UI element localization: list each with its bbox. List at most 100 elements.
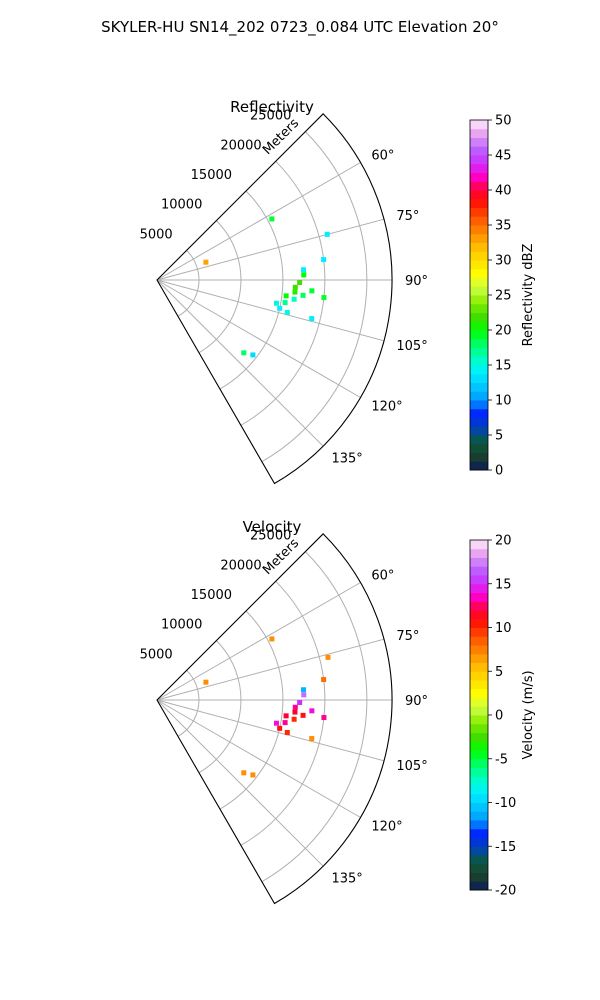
azimuth-gridline xyxy=(156,699,385,762)
echo-gate xyxy=(283,713,289,719)
colorbar-swatch xyxy=(470,583,488,593)
sector-outline xyxy=(156,113,393,485)
range-ring xyxy=(198,220,242,354)
echo-gate xyxy=(292,284,298,290)
colorbar-swatch xyxy=(470,680,488,690)
colorbar-swatch xyxy=(470,408,488,418)
range-ring xyxy=(219,190,284,390)
range-tick-label: 15000 xyxy=(191,168,232,183)
echo-gate xyxy=(250,772,256,778)
azimuth-gridline xyxy=(156,582,361,701)
colorbar-swatch xyxy=(470,540,488,550)
azimuth-gridline xyxy=(156,279,385,342)
azimuth-gridline xyxy=(156,279,324,447)
azimuth-tick-label: 90° xyxy=(405,694,428,709)
echo-gate xyxy=(301,267,307,273)
colorbar-swatch xyxy=(470,120,488,130)
colorbar-swatch xyxy=(470,286,488,296)
colorbar-swatch xyxy=(470,758,488,768)
azimuth-gridline xyxy=(156,638,385,701)
colorbar-swatch xyxy=(470,233,488,243)
echo-gate xyxy=(324,231,330,237)
echo-gate xyxy=(301,692,307,698)
colorbar-swatch xyxy=(470,863,488,873)
colorbar-swatch xyxy=(470,461,488,471)
colorbar-swatch xyxy=(470,251,488,261)
colorbar-swatch xyxy=(470,811,488,821)
colorbar-tick-label: 15 xyxy=(495,577,512,592)
colorbar-swatch xyxy=(470,128,488,138)
colorbar-swatch xyxy=(470,750,488,760)
figure-suptitle: SKYLER-HU SN14_202 0723_0.084 UTC Elevat… xyxy=(101,18,499,37)
echo-gate xyxy=(284,729,290,735)
azimuth-tick-label: 135° xyxy=(331,871,362,886)
azimuth-gridline xyxy=(156,218,385,281)
colorbar-swatch xyxy=(470,295,488,305)
range-tick-label: 10000 xyxy=(161,618,202,633)
colorbar-tick-label: 10 xyxy=(495,394,512,409)
colorbar-swatch xyxy=(470,793,488,803)
colorbar-swatch xyxy=(470,627,488,637)
echo-gate xyxy=(273,720,279,726)
colorbar-swatch xyxy=(470,846,488,856)
colorbar-swatch xyxy=(470,452,488,462)
echo-gate xyxy=(273,300,279,306)
colorbar-tick-label: 30 xyxy=(495,254,512,269)
echo-gate xyxy=(282,300,288,306)
echo-gate xyxy=(301,687,307,693)
colorbar-swatch xyxy=(470,356,488,366)
colorbar-swatch xyxy=(470,365,488,375)
range-ring xyxy=(219,610,284,810)
colorbar-swatch xyxy=(470,688,488,698)
panel-title: Reflectivity xyxy=(230,98,314,116)
colorbar-label: Reflectivity dBZ xyxy=(521,244,536,347)
echo-gate xyxy=(269,216,275,222)
colorbar-swatch xyxy=(470,828,488,838)
echo-gate xyxy=(321,715,327,721)
range-tick-label: 15000 xyxy=(191,588,232,603)
sector-outline xyxy=(156,533,393,905)
azimuth-tick-label: 135° xyxy=(331,451,362,466)
colorbar-swatch xyxy=(470,592,488,602)
echo-gate xyxy=(203,679,209,685)
azimuth-tick-label: 75° xyxy=(396,629,419,644)
echo-gate xyxy=(277,305,283,311)
range-tick-label: 5000 xyxy=(140,227,173,242)
colorbar-swatch xyxy=(470,435,488,445)
colorbar-swatch xyxy=(470,321,488,331)
range-ring xyxy=(240,580,326,846)
range-tick-label: 20000 xyxy=(220,138,261,153)
echo-gate xyxy=(325,654,331,660)
colorbar-swatch xyxy=(470,645,488,655)
azimuth-gridline xyxy=(156,699,361,818)
range-tick-label: 10000 xyxy=(161,198,202,213)
azimuth-tick-label: 60° xyxy=(371,569,394,584)
echo-gate xyxy=(301,272,307,278)
colorbar-swatch xyxy=(470,330,488,340)
echo-gate xyxy=(309,288,315,294)
colorbar-tick-label: -20 xyxy=(495,884,516,899)
colorbar-swatch xyxy=(470,426,488,436)
colorbar-swatch xyxy=(470,172,488,182)
colorbar-swatch xyxy=(470,741,488,751)
echo-gate xyxy=(283,293,289,299)
colorbar-swatch xyxy=(470,618,488,628)
echo-gate xyxy=(291,716,297,722)
colorbar-tick-label: 10 xyxy=(495,621,512,636)
range-ring xyxy=(261,551,368,883)
azimuth-gridline xyxy=(156,279,361,398)
colorbar-tick-label: -15 xyxy=(495,840,516,855)
colorbar-swatch xyxy=(470,636,488,646)
echo-gate xyxy=(321,677,327,683)
echo-gate xyxy=(203,259,209,265)
colorbar-tick-label: 35 xyxy=(495,219,512,234)
colorbar-swatch xyxy=(470,417,488,427)
colorbar-swatch xyxy=(470,312,488,322)
echo-gate xyxy=(297,699,303,705)
colorbar-swatch xyxy=(470,181,488,191)
colorbar-swatch xyxy=(470,653,488,663)
colorbar-swatch xyxy=(470,303,488,313)
echo-gate xyxy=(292,704,298,710)
colorbar-swatch xyxy=(470,198,488,208)
